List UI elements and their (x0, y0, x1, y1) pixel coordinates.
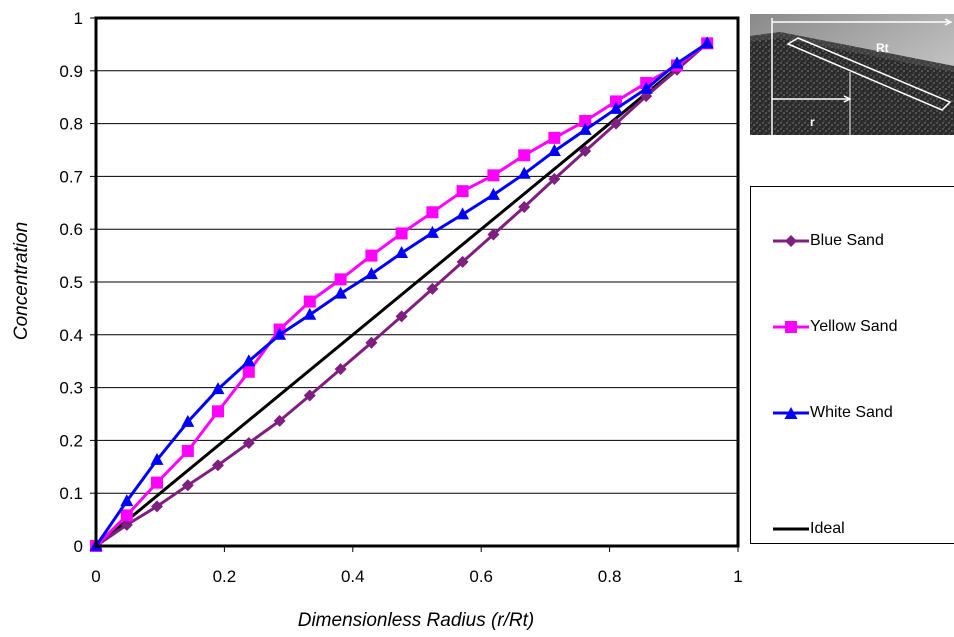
data-point (120, 494, 134, 507)
data-point (211, 382, 225, 395)
y-tick-label: 0.2 (59, 431, 83, 450)
data-point (365, 249, 378, 262)
data-point (364, 267, 378, 280)
data-point (548, 131, 561, 144)
data-point (487, 228, 500, 241)
y-tick-label: 0.3 (59, 379, 83, 398)
data-point (610, 95, 623, 108)
legend-marker-triangle (773, 407, 809, 419)
data-point (579, 114, 592, 127)
data-point (456, 207, 470, 220)
x-tick-label: 0.8 (598, 567, 622, 586)
legend-marker-diamond (773, 235, 809, 247)
data-point (486, 187, 500, 200)
x-tick-label: 0.2 (213, 567, 237, 586)
legend-item-ideal: Ideal (773, 517, 845, 541)
data-point (303, 307, 317, 320)
data-point (548, 173, 561, 186)
data-point (303, 389, 316, 402)
x-tick-label: 1 (733, 567, 742, 586)
series-white-sand (89, 36, 714, 551)
y-axis-title: Concentration (11, 222, 32, 340)
data-point (456, 255, 469, 268)
x-tick-label: 0.4 (341, 567, 365, 586)
x-tick-label: 0.6 (469, 567, 493, 586)
data-point (150, 452, 164, 465)
y-tick-label: 0.1 (59, 484, 83, 503)
data-point (334, 363, 347, 376)
data-point (181, 444, 194, 457)
legend-label: Ideal (810, 520, 845, 537)
legend-item-white-sand: White Sand (773, 401, 893, 425)
y-tick-label: 0 (74, 537, 83, 556)
data-point (426, 206, 439, 219)
data-point (334, 286, 348, 299)
data-point (700, 36, 714, 49)
series-line (95, 42, 709, 548)
data-point (120, 518, 133, 531)
data-point (365, 336, 378, 349)
data-point (120, 509, 133, 522)
sand-cone-photo: Rt r (750, 14, 954, 135)
data-point (639, 81, 653, 94)
data-point (456, 185, 469, 198)
data-point (547, 144, 561, 157)
legend-label: Blue Sand (810, 232, 884, 249)
data-point (242, 437, 255, 450)
plot-frame (94, 16, 740, 548)
data-point (211, 459, 224, 472)
data-point (610, 117, 623, 130)
data-point (150, 500, 163, 513)
legend-label: Yellow Sand (810, 318, 898, 335)
data-point (670, 56, 684, 69)
series-group (89, 36, 714, 552)
data-point (426, 282, 439, 295)
data-point (395, 227, 408, 240)
data-point (303, 295, 316, 308)
y-tick-label: 0.6 (59, 220, 83, 239)
data-point (211, 405, 224, 418)
legend: Blue Sand Yellow Sand White Sand Ideal (750, 186, 954, 544)
data-point (395, 310, 408, 323)
data-point (425, 225, 439, 238)
y-tick-label: 0.8 (59, 115, 83, 134)
photo-label-r: r (810, 115, 815, 129)
data-point (518, 149, 531, 162)
y-tick-label: 0.4 (59, 326, 83, 345)
y-tick-label: 0.7 (59, 167, 83, 186)
y-tick-label: 0.5 (59, 273, 83, 292)
legend-item-blue-sand: Blue Sand (773, 229, 884, 253)
data-point (609, 101, 623, 114)
data-point (242, 354, 256, 367)
data-point (517, 166, 531, 179)
x-tick-label: 0 (91, 567, 100, 586)
legend-label: White Sand (810, 404, 893, 421)
data-point (242, 365, 255, 378)
data-point (181, 414, 195, 427)
data-point (487, 169, 500, 182)
data-point (334, 273, 347, 286)
data-point (518, 201, 531, 214)
data-point (273, 327, 287, 340)
data-point (181, 479, 194, 492)
photo-label-rt: Rt (876, 41, 889, 55)
data-point (395, 245, 409, 258)
legend-item-yellow-sand: Yellow Sand (773, 315, 897, 339)
series-ideal (95, 42, 709, 548)
data-point (273, 414, 286, 427)
y-tick-label: 1 (74, 9, 83, 28)
x-axis-title: Dimensionless Radius (r/Rt) (298, 610, 535, 631)
data-point (150, 476, 163, 489)
legend-line-ideal (773, 527, 809, 531)
data-point (579, 145, 592, 158)
y-tick-label: 0.9 (59, 62, 83, 81)
legend-marker-square (773, 321, 809, 333)
tick-labels: 0 0.1 0.2 0.3 0.4 0.5 0.6 0.7 0.8 0.9 1 0 0.2 0.4 0.6 0… (59, 9, 742, 586)
data-point (578, 122, 592, 135)
